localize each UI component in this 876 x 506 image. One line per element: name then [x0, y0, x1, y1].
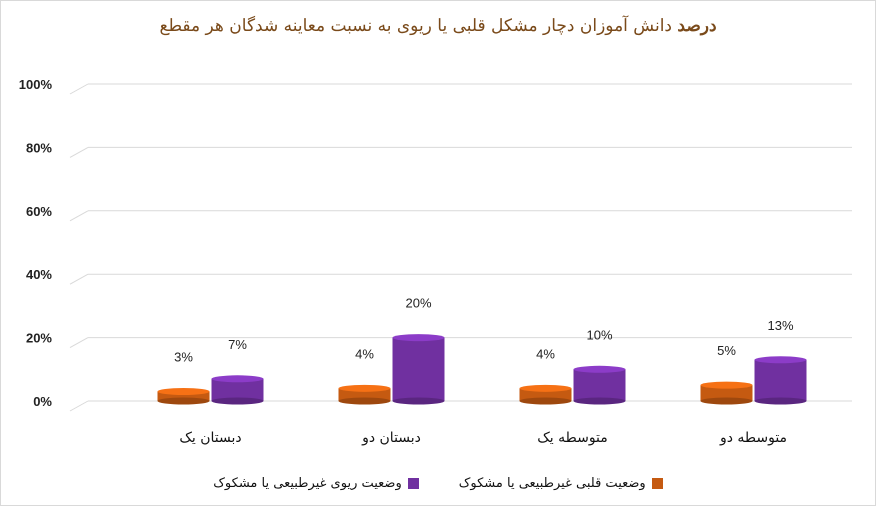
- bar-body: [392, 337, 445, 401]
- bar-base: [519, 397, 572, 405]
- bar-body: [519, 388, 572, 401]
- bar-body: [700, 385, 753, 401]
- legend-item-lung: وضعیت ریوی غیرطبیعی یا مشکوک: [213, 476, 419, 491]
- data-label: 4%: [536, 346, 555, 361]
- bar-base: [573, 397, 626, 405]
- category-label: دبستان یک: [179, 430, 241, 446]
- y-tick-label: 20%: [26, 331, 52, 346]
- data-label: 10%: [586, 327, 612, 342]
- chart-title-rest: دانش آموزان دچار مشکل قلبی یا ریوی به نس…: [159, 16, 673, 36]
- data-label: 4%: [355, 346, 374, 361]
- bar-base: [700, 397, 753, 405]
- chart-title: درصد دانش آموزان دچار مشکل قلبی یا ریوی …: [0, 16, 876, 36]
- data-label: 3%: [174, 349, 193, 364]
- bar-base: [211, 397, 264, 405]
- bar-body: [157, 391, 210, 401]
- bar-base: [157, 397, 210, 405]
- y-tick-label: 80%: [26, 140, 52, 155]
- bar-top: [519, 384, 572, 392]
- legend-label-lung: وضعیت ریوی غیرطبیعی یا مشکوک: [213, 476, 402, 491]
- data-label: 20%: [405, 296, 431, 311]
- legend: وضعیت قلبی غیرطبیعی یا مشکوک وضعیت ریوی …: [0, 476, 876, 491]
- bar-top: [338, 384, 391, 392]
- bar-top: [157, 387, 210, 395]
- gridline-depth: [69, 83, 89, 95]
- gridline-depth: [69, 146, 89, 158]
- category-label: متوسطه دو: [719, 430, 787, 446]
- bar-base: [392, 397, 445, 405]
- legend-swatch-lung: [407, 478, 419, 489]
- category-label: دبستان دو: [361, 430, 421, 446]
- legend-label-heart: وضعیت قلبی غیرطبیعی یا مشکوک: [458, 476, 646, 491]
- bar-top: [573, 365, 626, 373]
- gridline-depth: [69, 337, 89, 349]
- bar-top: [700, 381, 753, 389]
- data-label: 7%: [228, 337, 247, 352]
- bar-top: [392, 334, 445, 342]
- legend-swatch-heart: [651, 478, 663, 489]
- bar-body: [338, 388, 391, 401]
- bar-base: [754, 397, 807, 405]
- y-tick-label: 40%: [26, 267, 52, 282]
- bar-top: [754, 356, 807, 364]
- gridline-depth: [69, 273, 89, 285]
- y-tick-label: 60%: [26, 204, 52, 219]
- bar-body: [754, 359, 807, 401]
- gridline-depth: [69, 400, 89, 412]
- data-label: 5%: [717, 343, 736, 358]
- bar-top: [211, 375, 264, 383]
- bar-base: [338, 397, 391, 405]
- y-tick-label: 100%: [19, 77, 53, 92]
- data-label: 13%: [767, 318, 793, 333]
- legend-item-heart: وضعیت قلبی غیرطبیعی یا مشکوک: [459, 476, 663, 491]
- chart-title-bold: درصد: [677, 16, 717, 36]
- y-tick-label: 0%: [33, 394, 52, 409]
- bar-body: [211, 378, 264, 401]
- bar-body: [573, 369, 626, 401]
- category-label: متوسطه یک: [537, 430, 608, 446]
- gridline-depth: [69, 210, 89, 222]
